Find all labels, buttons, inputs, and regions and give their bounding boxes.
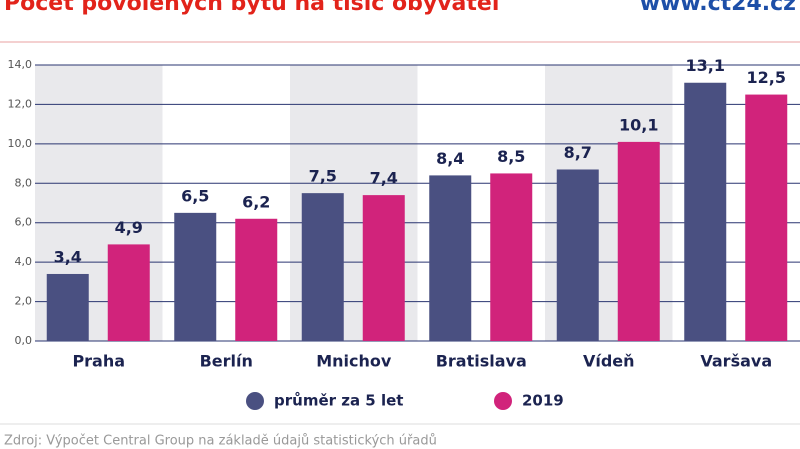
x-tick-label: Bratislava <box>436 352 527 371</box>
value-label: 8,7 <box>564 143 592 162</box>
value-label: 8,4 <box>436 149 464 168</box>
legend-label: 2019 <box>522 392 564 410</box>
value-label: 7,5 <box>309 167 337 186</box>
value-label: 10,1 <box>619 115 658 134</box>
bar <box>46 273 89 341</box>
x-tick-label: Varšava <box>700 352 772 371</box>
bar <box>617 141 660 341</box>
bar <box>684 82 727 341</box>
y-tick-label: 12,0 <box>8 97 33 110</box>
y-tick-label: 4,0 <box>15 255 33 268</box>
y-tick-label: 8,0 <box>15 176 33 189</box>
y-tick-label: 10,0 <box>8 137 33 150</box>
y-tick-label: 6,0 <box>15 216 33 229</box>
x-tick-label: Berlín <box>200 352 253 371</box>
chart-title: Počet povolených bytů na tisíc obyvatel <box>4 0 499 16</box>
legend-marker <box>246 392 264 410</box>
y-tick-label: 0,0 <box>15 334 33 347</box>
value-label: 12,5 <box>747 68 786 87</box>
bar <box>235 218 278 341</box>
source-url: www.ct24.cz <box>640 0 796 16</box>
legend-label: průměr za 5 let <box>274 392 403 410</box>
value-label: 13,1 <box>686 56 725 75</box>
y-tick-label: 14,0 <box>8 58 33 71</box>
bar <box>490 173 533 341</box>
footer: Zdroj: Výpočet Central Group na základě … <box>4 434 437 449</box>
value-label: 3,4 <box>54 247 82 266</box>
value-label: 4,9 <box>115 218 143 237</box>
value-label: 8,5 <box>497 147 525 166</box>
x-tick-label: Praha <box>72 352 125 371</box>
bar <box>362 195 405 341</box>
y-tick-label: 2,0 <box>15 295 33 308</box>
x-tick-label: Mnichov <box>316 352 392 371</box>
legend-marker <box>494 392 512 410</box>
value-label: 7,4 <box>370 169 398 188</box>
value-label: 6,5 <box>181 186 209 205</box>
bar <box>745 94 788 341</box>
bar <box>174 212 217 341</box>
value-label: 6,2 <box>242 192 270 211</box>
bar <box>107 244 150 341</box>
bar <box>429 175 472 341</box>
bar <box>301 193 344 341</box>
bar <box>556 169 599 341</box>
x-tick-label: Vídeň <box>583 352 635 371</box>
